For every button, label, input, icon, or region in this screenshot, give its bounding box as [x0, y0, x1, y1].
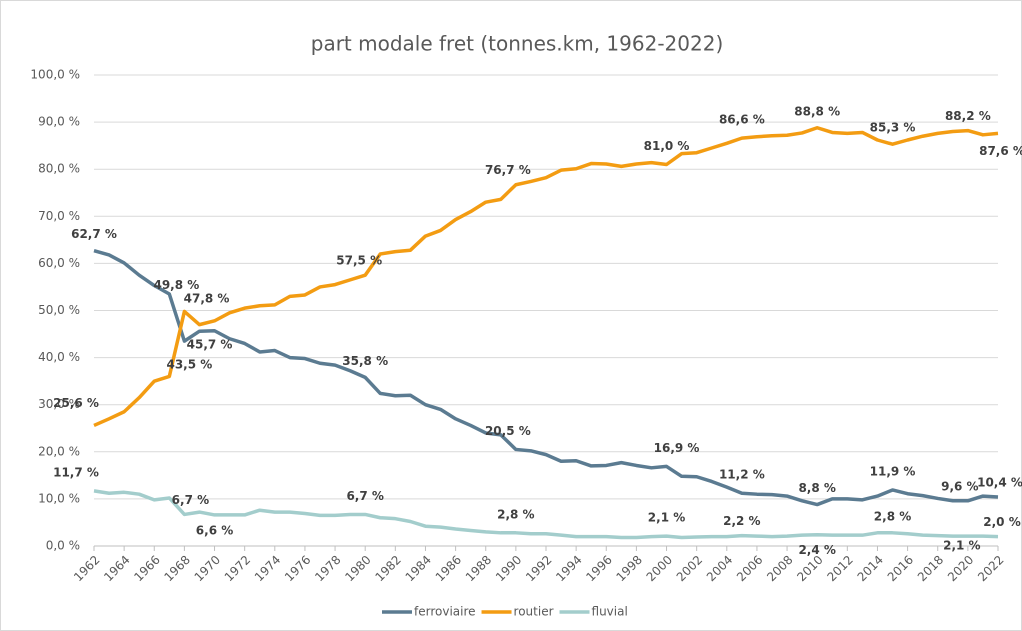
data-label: 45,7 % [187, 337, 233, 351]
data-label: 62,7 % [71, 227, 117, 241]
data-label: 10,4 % [977, 476, 1022, 490]
data-label: 25,6 % [53, 396, 99, 410]
y-tick-label: 50,0 % [38, 303, 80, 317]
data-label: 47,8 % [184, 291, 230, 305]
data-label: 2,2 % [723, 514, 760, 528]
legend-label: routier [514, 605, 554, 619]
y-tick-label: 90,0 % [38, 115, 80, 129]
data-label: 9,6 % [941, 479, 978, 493]
data-label: 88,2 % [945, 109, 991, 123]
data-label: 86,6 % [719, 113, 765, 127]
y-tick-label: 80,0 % [38, 162, 80, 176]
data-label: 49,8 % [153, 278, 199, 292]
data-label: 11,7 % [53, 465, 99, 479]
series-line [93, 489, 999, 540]
data-label: 57,5 % [336, 254, 382, 268]
data-label: 2,0 % [983, 515, 1020, 529]
y-tick-label: 100,0 % [30, 68, 80, 82]
data-label: 6,7 % [172, 493, 209, 507]
data-label: 16,9 % [654, 441, 700, 455]
data-label: 11,9 % [870, 464, 916, 478]
y-tick-label: 10,0 % [38, 491, 80, 505]
data-label: 76,7 % [485, 163, 531, 177]
data-label: 11,2 % [719, 468, 765, 482]
legend-label: fluvial [592, 605, 628, 619]
data-label: 2,4 % [798, 543, 835, 557]
data-label: 8,8 % [798, 481, 835, 495]
data-label: 6,6 % [196, 523, 233, 537]
y-tick-label: 60,0 % [38, 256, 80, 270]
data-label: 43,5 % [166, 358, 212, 372]
legend-label: ferroviaire [414, 605, 476, 619]
data-label: 2,8 % [497, 507, 534, 521]
series-line [93, 126, 999, 428]
y-tick-label: 30,0 % [38, 397, 80, 411]
data-label: 2,8 % [874, 509, 911, 523]
y-tick-label: 20,0 % [38, 444, 80, 458]
data-label: 2,1 % [943, 539, 980, 553]
series-line [93, 248, 999, 507]
data-label: 35,8 % [342, 354, 388, 368]
data-label: 88,8 % [794, 104, 840, 118]
data-label: 87,6 % [979, 144, 1022, 158]
data-label: 2,1 % [648, 511, 685, 525]
y-tick-label: 0,0 % [46, 539, 80, 553]
data-label: 6,7 % [346, 489, 383, 503]
data-label: 81,0 % [644, 139, 690, 153]
data-label: 20,5 % [485, 424, 531, 438]
chart-title: part modale fret (tonnes.km, 1962-2022) [311, 32, 724, 56]
y-tick-label: 70,0 % [38, 209, 80, 223]
y-tick-label: 40,0 % [38, 350, 80, 364]
data-label: 85,3 % [870, 121, 916, 135]
